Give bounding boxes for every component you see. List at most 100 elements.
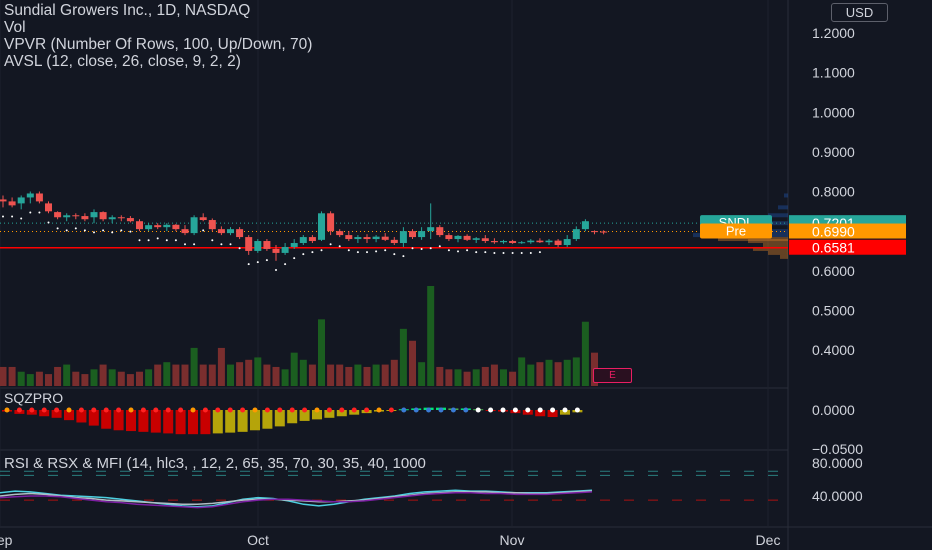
avsl-dot xyxy=(120,229,123,232)
candle-body xyxy=(254,241,262,251)
avsl-dot xyxy=(293,257,296,260)
earnings-marker[interactable]: E xyxy=(593,368,632,383)
sqz-bar xyxy=(212,410,223,434)
candle-body xyxy=(0,199,7,202)
rsi-series-line xyxy=(0,491,593,509)
sqz-bar xyxy=(312,410,322,420)
sqz-bar xyxy=(200,410,211,435)
volume-bar xyxy=(381,364,389,386)
sqz-dot xyxy=(550,407,556,413)
candle-body xyxy=(45,203,52,212)
volume-bar xyxy=(445,369,453,386)
volume-bar xyxy=(418,362,426,386)
volume-bar xyxy=(563,359,571,386)
volume-bar xyxy=(409,340,416,386)
avsl-dot xyxy=(238,247,241,250)
avsl-dot xyxy=(457,250,459,253)
sqz-bar xyxy=(101,410,112,429)
volume-bar xyxy=(45,374,52,386)
sqz-dot xyxy=(264,407,270,413)
sqz-dot xyxy=(240,407,246,413)
volume-bar xyxy=(17,371,25,386)
candle-body xyxy=(545,240,553,243)
avsl-dot xyxy=(475,251,478,254)
volume-bar xyxy=(154,364,162,386)
sqz-bar xyxy=(262,410,273,429)
time-tick-label: Oct xyxy=(247,532,269,548)
avsl-dot xyxy=(65,229,68,232)
candle-body xyxy=(26,193,34,198)
currency-button[interactable]: USD xyxy=(831,3,888,22)
sqz-dot xyxy=(475,407,481,413)
avsl-dot xyxy=(493,251,496,254)
sqzpro-indicator-label[interactable]: SQZPRO xyxy=(4,390,64,406)
candle-body xyxy=(381,236,389,240)
volume-bar xyxy=(72,371,80,386)
avsl-dot xyxy=(502,251,505,254)
sqz-dot xyxy=(562,407,568,413)
avsl-dot xyxy=(466,249,469,252)
volume-bar xyxy=(345,366,353,386)
sqz-dot xyxy=(54,407,60,413)
volume-bar xyxy=(327,364,335,386)
rsi-tick-label: 80.0000 xyxy=(812,455,863,471)
volume-bar xyxy=(190,347,198,386)
sqz-dot xyxy=(66,407,72,413)
volume-bar xyxy=(318,319,325,386)
avsl-indicator-label[interactable]: AVSL (12, close, 26, close, 9, 2, 2) xyxy=(4,53,241,70)
candle-body xyxy=(308,237,316,242)
price-tick-label: 0.5000 xyxy=(812,302,855,318)
sqz-bar xyxy=(126,410,136,432)
volume-bar xyxy=(172,364,180,386)
sqz-dot xyxy=(351,407,357,413)
vol-indicator-label[interactable]: Vol xyxy=(4,19,26,36)
sqz-dot xyxy=(488,407,494,413)
price-tick-label: 1.2000 xyxy=(812,25,855,41)
candle-body xyxy=(445,235,453,240)
sqz-dot xyxy=(16,407,22,413)
price-tag-value: 0.6581 xyxy=(812,240,855,256)
sqz-dot xyxy=(29,407,35,413)
sqz-dot xyxy=(78,407,84,413)
candle-body xyxy=(481,238,489,242)
volume-bar xyxy=(63,364,71,386)
candle-body xyxy=(72,215,80,217)
volume-bar xyxy=(35,371,43,386)
sqz-dot xyxy=(116,407,122,413)
candle-body xyxy=(8,201,16,206)
avsl-dot xyxy=(93,231,95,234)
candle-body xyxy=(90,212,98,218)
sqz-dot xyxy=(500,407,506,413)
avsl-dot xyxy=(402,255,405,258)
price-tick-label: 0.6000 xyxy=(812,263,855,279)
candle-body xyxy=(527,240,535,243)
candle-body xyxy=(409,231,416,238)
volume-bar xyxy=(572,357,580,386)
sqz-dot xyxy=(401,407,407,413)
vpvr-row xyxy=(768,213,788,218)
vpvr-indicator-label[interactable]: VPVR (Number Of Rows, 100, Up/Down, 70) xyxy=(4,36,313,53)
volume-bar xyxy=(463,371,471,386)
avsl-dot xyxy=(2,215,4,218)
candle-body xyxy=(272,248,280,253)
sqz-dot xyxy=(339,407,345,413)
candle-body xyxy=(154,225,162,228)
volume-bar xyxy=(299,359,307,386)
sqz-dot xyxy=(314,407,320,413)
volume-bar xyxy=(290,352,298,386)
rsi-indicator-label[interactable]: RSI & RSX & MFI (14, hlc3, , 12, 2, 65, … xyxy=(4,455,426,472)
candle-body xyxy=(572,229,580,240)
sqz-dot xyxy=(302,407,308,413)
avsl-dot xyxy=(174,239,177,242)
symbol-title[interactable]: Sundial Growers Inc., 1D, NASDAQ xyxy=(4,2,251,19)
avsl-dot xyxy=(229,243,232,246)
candle-body xyxy=(17,197,25,204)
volume-bar xyxy=(536,362,544,386)
avsl-dot xyxy=(184,243,186,246)
avsl-dot xyxy=(247,263,250,266)
sqz-bar xyxy=(150,410,161,433)
sqz-bar xyxy=(250,410,260,431)
sqz-dot xyxy=(227,407,233,413)
sqz-dot xyxy=(376,407,382,413)
